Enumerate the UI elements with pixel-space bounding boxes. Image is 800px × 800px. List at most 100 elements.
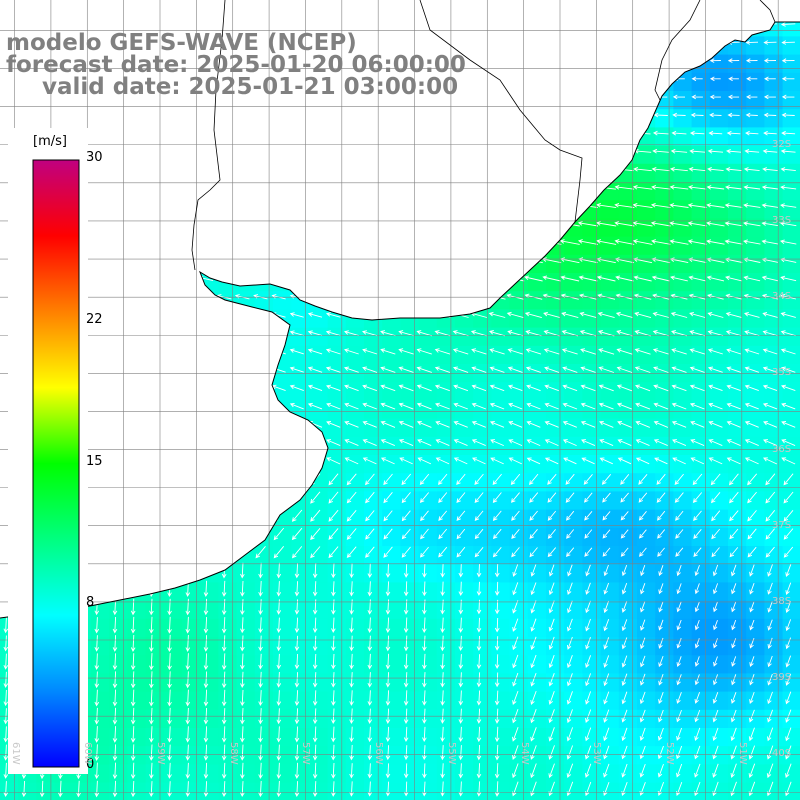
wind-arrow	[325, 366, 341, 373]
wind-arrow	[219, 546, 230, 559]
wind-arrow	[530, 763, 537, 779]
wind-arrow	[130, 580, 136, 598]
field-cell	[18, 0, 37, 19]
field-cell	[637, 473, 656, 492]
wind-arrow	[616, 130, 633, 136]
wind-arrow	[185, 598, 191, 616]
field-cell	[746, 309, 765, 329]
field-cell	[382, 145, 401, 165]
wind-arrow	[107, 167, 123, 172]
wind-arrow	[672, 112, 686, 118]
field-cell	[491, 418, 511, 438]
wind-arrow	[543, 22, 560, 27]
wind-arrow	[270, 239, 287, 245]
field-cell	[345, 491, 365, 511]
wind-arrow	[276, 617, 282, 633]
field-cell	[709, 109, 729, 128]
field-cell	[600, 600, 620, 620]
field-cell	[273, 436, 292, 456]
field-cell	[91, 163, 110, 183]
field-cell	[782, 218, 800, 238]
field-cell	[291, 182, 310, 201]
wind-arrow	[221, 598, 227, 616]
field-cell	[691, 564, 711, 583]
longitude-label: 53W	[591, 742, 603, 765]
wind-arrow	[508, 439, 523, 447]
field-cell	[328, 0, 347, 19]
field-cell	[345, 582, 365, 602]
wind-arrow	[367, 745, 373, 761]
field-cell	[327, 728, 347, 747]
field-cell	[691, 291, 711, 310]
wind-arrow	[162, 439, 177, 447]
field-cell	[327, 564, 347, 583]
field-cell	[291, 273, 310, 292]
field-cell	[345, 764, 365, 784]
field-cell	[728, 273, 747, 292]
field-cell	[527, 109, 547, 128]
field-cell	[291, 200, 310, 219]
wind-arrow	[471, 58, 487, 63]
field-cell	[327, 182, 347, 201]
wind-arrow	[258, 708, 263, 725]
field-cell	[546, 564, 565, 583]
field-cell	[236, 163, 256, 183]
wind-arrow	[149, 689, 154, 707]
wind-arrow	[349, 563, 354, 579]
wind-arrow	[416, 40, 432, 45]
field-cell	[455, 691, 474, 711]
field-cell	[418, 709, 438, 729]
wind-arrow	[331, 563, 336, 579]
wind-arrow	[526, 384, 541, 392]
wind-arrow	[271, 148, 287, 154]
wind-arrow	[434, 112, 451, 118]
wind-arrow	[512, 636, 519, 651]
longitude-label: 51W	[736, 742, 748, 765]
field-cell	[782, 182, 800, 201]
wind-arrow	[671, 348, 687, 355]
wind-arrow	[234, 112, 250, 118]
field-cell	[691, 673, 711, 693]
wind-arrow	[418, 4, 432, 8]
field-cell	[764, 91, 784, 110]
wind-arrow	[548, 763, 555, 779]
field-cell	[564, 691, 583, 711]
field-cell	[455, 382, 474, 401]
field-cell	[364, 254, 383, 274]
field-cell	[418, 127, 438, 147]
colorbar-tick-label: 15	[86, 453, 103, 469]
field-cell	[746, 746, 765, 765]
wind-arrow	[253, 312, 268, 318]
wind-arrow	[636, 4, 649, 8]
field-cell	[637, 345, 656, 365]
field-cell	[236, 418, 256, 438]
field-cell	[782, 400, 800, 420]
wind-arrow	[258, 562, 263, 579]
field-cell	[509, 91, 529, 110]
field-cell	[436, 200, 456, 219]
wind-arrow	[561, 311, 579, 319]
field-cell	[309, 109, 329, 128]
field-cell	[145, 782, 165, 800]
wind-arrow	[367, 581, 373, 597]
field-cell	[764, 109, 784, 128]
field-cell	[418, 182, 438, 201]
field-cell	[782, 691, 800, 711]
wind-arrow	[730, 781, 737, 797]
field-cell	[728, 22, 747, 37]
field-cell	[182, 345, 201, 365]
wind-arrow	[657, 745, 664, 760]
field-cell	[182, 418, 201, 438]
field-cell	[527, 746, 547, 765]
field-cell	[309, 200, 329, 219]
wind-arrow	[452, 167, 469, 172]
wind-arrow	[488, 166, 506, 172]
field-cell	[600, 691, 620, 711]
wind-arrow	[203, 562, 209, 579]
field-cell	[382, 546, 401, 565]
wind-arrow	[434, 130, 451, 136]
field-cell	[236, 382, 256, 401]
field-cell	[218, 491, 238, 511]
field-cell	[400, 709, 420, 729]
field-cell	[200, 582, 219, 602]
